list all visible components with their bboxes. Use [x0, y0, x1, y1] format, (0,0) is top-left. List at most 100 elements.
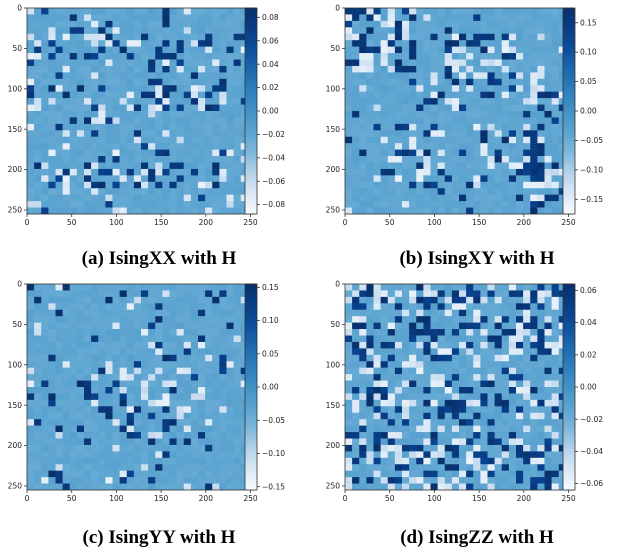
heatmap-cell: [423, 33, 431, 41]
heatmap-cell: [233, 387, 241, 394]
heatmap-cell: [155, 329, 163, 336]
heatmap-cell: [430, 335, 438, 343]
heatmap-cell: [62, 303, 70, 310]
heatmap-cell: [76, 296, 85, 304]
heatmap-cell: [423, 329, 431, 336]
heatmap-cell: [27, 341, 35, 349]
heatmap-cell: [459, 284, 467, 291]
heatmap-cell: [459, 309, 467, 317]
heatmap-cell: [373, 33, 381, 41]
heatmap-cell: [444, 361, 453, 368]
heatmap-cell: [112, 284, 120, 291]
heatmap-cell: [373, 354, 381, 362]
heatmap-cell: [380, 168, 388, 176]
heatmap-cell: [352, 65, 360, 73]
heatmap-cell: [176, 46, 184, 54]
heatmap-cell: [366, 284, 374, 291]
heatmap-cell: [380, 207, 388, 215]
heatmap-cell: [84, 123, 92, 131]
heatmap-cell: [41, 78, 49, 86]
heatmap-cell: [437, 296, 445, 304]
heatmap-cell: [466, 40, 474, 47]
heatmap-cell: [551, 207, 559, 215]
heatmap-cell: [480, 181, 488, 189]
heatmap-cell: [501, 53, 510, 60]
heatmap-cell: [380, 425, 388, 433]
heatmap-cell: [466, 188, 474, 195]
heatmap-cell: [523, 40, 531, 47]
heatmap-cell: [76, 53, 85, 60]
heatmap-cell: [416, 72, 424, 80]
heatmap-cell: [84, 59, 92, 67]
heatmap-cell: [366, 303, 374, 310]
heatmap-cell: [190, 123, 199, 131]
heatmap-cell: [198, 322, 206, 330]
heatmap-cell: [409, 207, 417, 215]
heatmap-cell: [537, 117, 545, 125]
heatmap-cell: [91, 284, 99, 291]
heatmap-cell: [169, 201, 177, 208]
heatmap-cell: [345, 303, 353, 310]
heatmap-cell: [198, 78, 206, 86]
heatmap-cell: [380, 361, 388, 368]
heatmap-cell: [155, 290, 163, 298]
heatmap-cell: [359, 335, 367, 343]
heatmap-cell: [409, 399, 417, 407]
heatmap-cell: [190, 143, 199, 150]
heatmap-cell: [183, 303, 192, 310]
heatmap-cell: [76, 361, 85, 368]
heatmap-cell: [233, 46, 241, 54]
heatmap-cell: [416, 156, 424, 163]
heatmap-cell: [487, 14, 495, 22]
heatmap-cell: [91, 419, 99, 426]
heatmap-cell: [423, 367, 431, 375]
heatmap-cell: [466, 296, 474, 304]
heatmap-cell: [487, 380, 495, 388]
heatmap-cell: [176, 329, 184, 336]
heatmap-cell: [162, 72, 170, 80]
heatmap-cell: [494, 27, 502, 34]
heatmap-cell: [501, 432, 510, 439]
heatmap-cell: [444, 419, 453, 426]
heatmap-cell: [169, 341, 177, 349]
heatmap-cell: [508, 46, 517, 54]
y-tick-label: 150: [8, 125, 23, 134]
heatmap-cell: [530, 322, 538, 330]
heatmap-cell: [183, 316, 192, 323]
heatmap-cell: [487, 130, 495, 137]
heatmap-cell: [466, 406, 474, 413]
heatmap-cell: [516, 341, 524, 349]
heatmap-cell: [352, 162, 360, 170]
heatmap-cell: [198, 111, 206, 118]
heatmap-cell: [345, 296, 353, 304]
heatmap-cell: [98, 46, 106, 54]
heatmap-cell: [226, 59, 234, 67]
heatmap-cell: [394, 387, 403, 394]
heatmap-cell: [416, 117, 424, 125]
heatmap-cell: [544, 33, 552, 41]
heatmap-cell: [205, 53, 213, 60]
heatmap-cell: [27, 91, 35, 99]
heatmap-cell: [141, 20, 149, 28]
heatmap-cell: [423, 354, 431, 362]
heatmap-cell: [183, 354, 192, 362]
heatmap-cell: [494, 168, 502, 176]
heatmap-cell: [551, 361, 559, 368]
heatmap-cell: [558, 46, 567, 54]
heatmap-cell: [41, 348, 49, 356]
colorbar-tick-label: 0.06: [262, 36, 279, 45]
heatmap-cell: [119, 374, 127, 381]
heatmap-cell: [119, 419, 127, 426]
heatmap-cell: [91, 316, 99, 323]
heatmap-cell: [516, 40, 524, 47]
heatmap-cell: [387, 438, 396, 446]
heatmap-cell: [387, 181, 396, 189]
heatmap-cell: [409, 20, 417, 28]
heatmap-cell: [345, 168, 353, 176]
heatmap-cell: [373, 72, 381, 80]
heatmap-cell: [212, 329, 220, 336]
y-tick-label: 150: [8, 401, 23, 410]
heatmap-cell: [359, 425, 367, 433]
heatmap-cell: [27, 188, 35, 195]
heatmap-cell: [112, 309, 120, 317]
